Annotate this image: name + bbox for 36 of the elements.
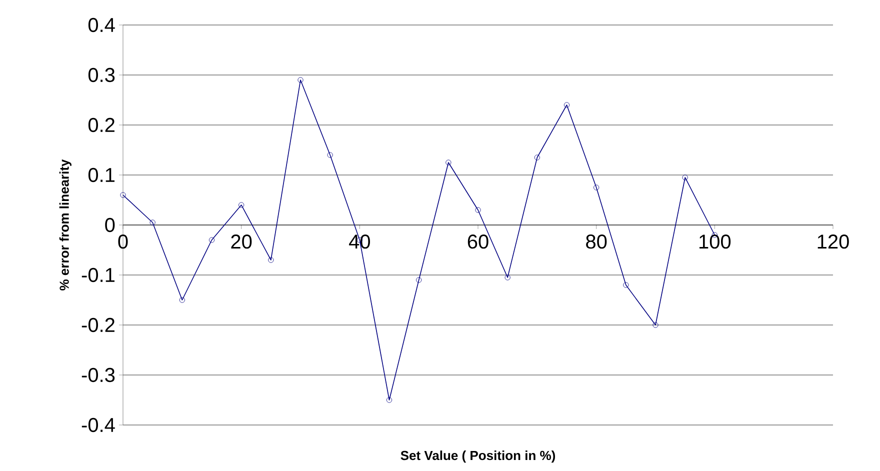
point	[298, 77, 304, 83]
point	[594, 184, 600, 190]
y-tick-label: 0.4	[88, 18, 115, 32]
point	[504, 274, 510, 280]
point	[475, 207, 481, 213]
y-tick-label: -0.4	[82, 418, 115, 432]
point	[386, 397, 392, 403]
point	[268, 257, 274, 263]
point	[446, 160, 452, 166]
y-tick-label: 0.2	[88, 118, 114, 132]
x-tick-label: 80	[586, 234, 607, 249]
point	[416, 277, 422, 283]
point	[564, 102, 570, 108]
x-tick-label: 20	[231, 234, 252, 249]
y-tick-label: 0.1	[88, 168, 114, 182]
point	[327, 152, 333, 158]
point	[208, 237, 215, 243]
point	[623, 282, 629, 288]
point	[238, 202, 244, 208]
point	[150, 220, 156, 226]
point	[179, 297, 185, 303]
x-axis-title: Set Value ( Position in %)	[400, 450, 556, 463]
x-tick-label: 120	[818, 234, 849, 249]
x-tick-label: 0	[118, 234, 128, 249]
x-tick-label: 60	[468, 234, 488, 249]
y-tick-label: 0.3	[88, 68, 115, 82]
y-tick-label: -0.3	[82, 368, 115, 382]
y-tick-label: 0	[105, 218, 115, 232]
point	[652, 322, 658, 328]
y-tick-label: -0.1	[82, 268, 114, 282]
x-tick-label: 100	[700, 234, 731, 249]
y-tick-label: -0.2	[82, 318, 114, 332]
point	[682, 174, 688, 180]
point	[120, 192, 126, 198]
y-axis-title: % error from linearity	[59, 159, 72, 290]
point	[534, 154, 540, 160]
